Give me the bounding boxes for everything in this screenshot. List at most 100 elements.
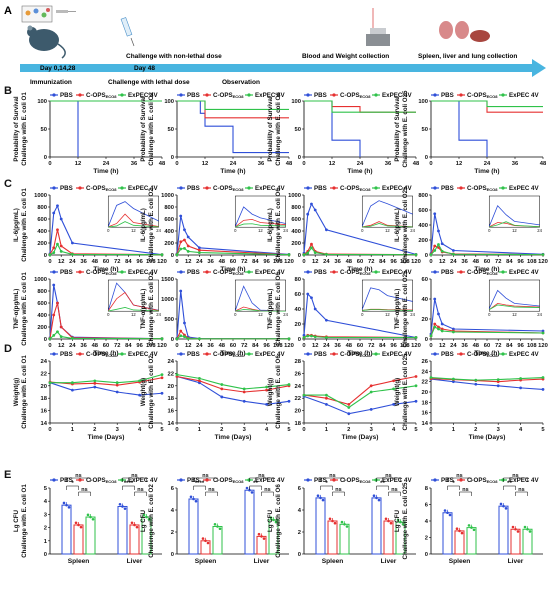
inset-line-cops	[108, 213, 159, 228]
data-point-cops	[387, 519, 390, 523]
x-tick-label: 48	[346, 259, 353, 265]
inset-frame	[107, 279, 159, 312]
legend-marker	[433, 270, 437, 274]
inset-tick-label: 12	[385, 312, 390, 317]
legend-marker	[205, 93, 209, 97]
y-tick-label: 0	[425, 253, 428, 259]
inset-line-pbs	[488, 205, 540, 227]
data-point-pbs	[310, 296, 313, 300]
y-tick-label: 24	[41, 359, 48, 365]
legend-marker	[247, 478, 251, 482]
x-tick-label: 24	[196, 259, 203, 265]
y-tick-label: 24	[295, 384, 302, 390]
data-point-expec	[440, 249, 444, 253]
inset-line-expec	[235, 223, 286, 228]
data-point-expec	[369, 390, 373, 394]
x-tick-label: 12	[58, 343, 64, 349]
x-tick-label: 36	[80, 259, 87, 265]
data-point-cops	[183, 238, 186, 242]
y-tick-label: 100	[418, 99, 428, 105]
x-tick-label: 24	[323, 343, 330, 349]
data-point-cops	[310, 242, 313, 246]
legend-label: C-OPSECO8	[340, 477, 371, 484]
x-tick-label: 1	[325, 427, 329, 433]
data-point-expec	[392, 387, 395, 391]
data-point-expec	[541, 253, 545, 257]
x-tick-label: 24	[69, 343, 76, 349]
x-tick-label: 48	[286, 161, 293, 167]
series-line-pbs	[430, 213, 544, 255]
y-tick-label: 18	[422, 400, 429, 406]
bar-cops	[510, 528, 521, 555]
data-point-expec	[183, 247, 186, 250]
significance-label: ns	[208, 487, 214, 493]
data-point-expec	[433, 325, 437, 329]
legend-marker	[501, 186, 505, 190]
x-tick-label: 12	[312, 343, 318, 349]
y-tick-label: 100	[164, 99, 174, 105]
y-tick-label: 16	[41, 409, 48, 415]
inset-tick-label: 12	[131, 228, 136, 233]
series-line-cops	[430, 378, 544, 383]
data-point-expec	[440, 329, 444, 333]
data-point-expec	[528, 530, 532, 533]
x-tick-label: 96	[263, 259, 270, 265]
data-point-expec	[429, 334, 433, 338]
legend-label: ExPEC 4V	[382, 269, 412, 276]
y-tick-label: 0	[425, 155, 428, 161]
data-point-expec	[472, 528, 476, 532]
x-tick-label: 84	[379, 259, 386, 265]
data-point-pbs	[448, 513, 452, 517]
x-tick-label: 5	[287, 427, 291, 433]
x-tick-label: 0	[48, 343, 51, 349]
y-tick-label: 14	[422, 421, 429, 427]
legend-label: C-OPSECO8	[340, 269, 371, 276]
x-tick-label: 36	[258, 161, 265, 167]
inset-frame	[234, 279, 286, 312]
data-point-cops	[511, 525, 515, 529]
x-tick-label: 12	[312, 259, 318, 265]
data-point-expec	[287, 383, 291, 386]
data-point-expec	[414, 253, 418, 257]
data-point-cops	[514, 527, 517, 531]
data-point-pbs	[198, 246, 201, 250]
data-point-cops	[133, 523, 136, 527]
x-tick-label: 24	[69, 259, 76, 265]
data-point-expec	[160, 253, 164, 257]
y-tick-label: 600	[164, 217, 174, 223]
data-point-expec	[198, 251, 201, 255]
significance-bracket	[320, 485, 333, 490]
series-line-pbs	[303, 395, 417, 415]
y-tick-label: 600	[37, 301, 47, 307]
legend-marker	[332, 352, 336, 356]
data-point-pbs	[67, 506, 71, 509]
y-axis-label: Lg CFU	[140, 509, 147, 532]
legend-label: PBS	[60, 269, 73, 276]
data-point-expec	[89, 515, 92, 519]
organs-icon	[439, 21, 490, 42]
significance-label: ns	[131, 473, 137, 479]
y-tick-label: 24	[168, 359, 175, 365]
data-point-cops	[135, 525, 139, 529]
legend-label: ExPEC 4V	[382, 477, 412, 484]
y-tick-label: 400	[418, 223, 428, 229]
y-tick-label: 0	[298, 253, 301, 259]
bar-pbs	[188, 498, 199, 555]
y-tick-label: 0	[171, 155, 174, 161]
legend-marker	[247, 270, 251, 274]
inset-tick-label: 0	[234, 312, 237, 317]
y-tick-label: 800	[37, 289, 47, 295]
legend-marker	[501, 93, 505, 97]
series-line-expec	[303, 246, 417, 256]
data-point-expec	[86, 513, 90, 517]
series-line-pbs	[49, 382, 163, 396]
legend-marker	[179, 270, 183, 274]
x-tick-label: 36	[207, 343, 214, 349]
category-label: Spleen	[322, 558, 344, 565]
significance-label: **	[507, 481, 512, 487]
y-axis-label-challenge: Challenge with E. coli O6	[275, 484, 282, 558]
significance-label: *	[71, 481, 74, 487]
survival-line-expec	[431, 100, 543, 108]
legend-marker	[52, 270, 56, 274]
